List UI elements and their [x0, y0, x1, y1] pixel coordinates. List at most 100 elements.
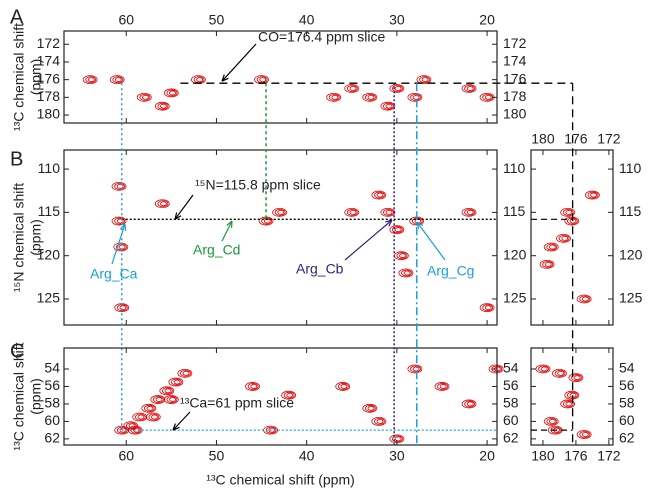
peak-contour [136, 92, 152, 102]
peak-contour [119, 305, 127, 311]
peak-contour [151, 414, 158, 420]
y-tick-label: 58 [44, 395, 60, 411]
peak-contour [182, 370, 190, 376]
peak-contour [153, 396, 164, 403]
peak-contour [250, 384, 258, 389]
peak-contour [162, 387, 173, 395]
peak-contour [439, 384, 447, 389]
peak-contour [274, 208, 286, 216]
peak-contour [565, 401, 573, 407]
peak-contour [560, 207, 576, 217]
y-tick-label: 62 [619, 430, 635, 446]
arrow-head [221, 74, 229, 82]
peak-contour [461, 399, 477, 409]
peak-contour [561, 235, 569, 241]
peak-contour [344, 207, 360, 217]
peak-contour [82, 75, 98, 85]
peak-contour [283, 391, 295, 399]
peak-contour [560, 399, 576, 409]
peak-contour [587, 191, 599, 199]
peak-contour [376, 419, 384, 424]
peak-contour [367, 94, 375, 100]
arrow [172, 411, 191, 431]
peak-contour [461, 207, 477, 217]
arrow-head [172, 423, 180, 431]
peak-contour [286, 392, 294, 398]
y-tick-label: 62 [503, 430, 519, 446]
y-tick-label: 120 [619, 246, 643, 262]
peak-contour [401, 269, 412, 277]
peak-contour [565, 209, 573, 215]
peak-contour [548, 244, 556, 250]
peak-contour [543, 417, 559, 426]
y-tick-label: 110 [503, 160, 526, 176]
peak-contour [349, 86, 357, 91]
y-tick-label: 56 [619, 377, 635, 393]
peak-contour [272, 207, 287, 217]
y-tick-label: 54 [44, 360, 60, 376]
peak-contour [576, 430, 592, 439]
peak-contour [114, 425, 130, 435]
peak-contour [164, 388, 172, 394]
y-tick-label: 172 [503, 35, 527, 51]
x-tick-label: 30 [389, 448, 405, 464]
peak-contour [132, 412, 148, 422]
peak-contour [581, 296, 589, 302]
peak-contour [114, 182, 126, 190]
peak-contour [392, 226, 403, 234]
x-tick-label: 20 [479, 448, 495, 464]
peak-contour [245, 382, 260, 391]
peak-contour [376, 192, 384, 198]
peak-contour [166, 89, 178, 97]
marker-label: Arg_Cb [296, 261, 344, 277]
peak-contour [579, 295, 591, 303]
y-axis-label: (ppm) [28, 59, 44, 96]
y-tick-label: 60 [44, 412, 60, 428]
slice-label: ¹⁵N=115.8 ppm slice [195, 177, 321, 193]
x-tick-label: 50 [209, 12, 225, 28]
y-tick-label: 176 [37, 70, 61, 86]
peak-contour [111, 216, 127, 226]
peak-contour [488, 364, 504, 374]
peak-contour [143, 404, 155, 412]
peak-contour [196, 77, 204, 83]
peak-contour [109, 75, 125, 85]
peak-contour [171, 378, 182, 386]
peak-contour [389, 84, 405, 93]
peak-contour [331, 94, 339, 100]
peak-contour [349, 209, 357, 215]
peak-contour [328, 93, 340, 101]
peak-contour [111, 181, 127, 191]
peak-contour [562, 400, 574, 408]
arrow [344, 219, 393, 261]
peak-contour [344, 84, 360, 93]
peak-contour [113, 242, 129, 252]
peak-contour [394, 227, 402, 233]
peak-contour [484, 305, 492, 311]
y-tick-label: 180 [503, 106, 527, 122]
peak-contour [277, 209, 285, 215]
arrow-head [174, 212, 182, 220]
y-tick-label: 58 [619, 395, 635, 411]
peak-contour [114, 217, 126, 225]
peak-contour [554, 369, 566, 377]
peak-contour [154, 101, 170, 111]
peak-contour [394, 436, 402, 442]
peak-contour [163, 88, 179, 98]
peak-contour [85, 76, 97, 84]
arrow [111, 223, 126, 265]
plot-frame [63, 30, 498, 124]
y-tick-label: 54 [503, 360, 519, 376]
peak-contour [419, 76, 430, 84]
plot-frame [63, 149, 498, 326]
peak-contour [556, 233, 571, 243]
peak-contour [160, 103, 167, 109]
y-tick-label: 60 [503, 412, 519, 428]
peak-contour [139, 93, 151, 101]
y-tick-label: 178 [503, 88, 527, 104]
y-tick-label: 115 [619, 203, 642, 219]
peak-contour [581, 432, 589, 437]
peak-contour [371, 190, 387, 200]
peak-contour [579, 431, 591, 438]
peak-contour [115, 77, 122, 83]
